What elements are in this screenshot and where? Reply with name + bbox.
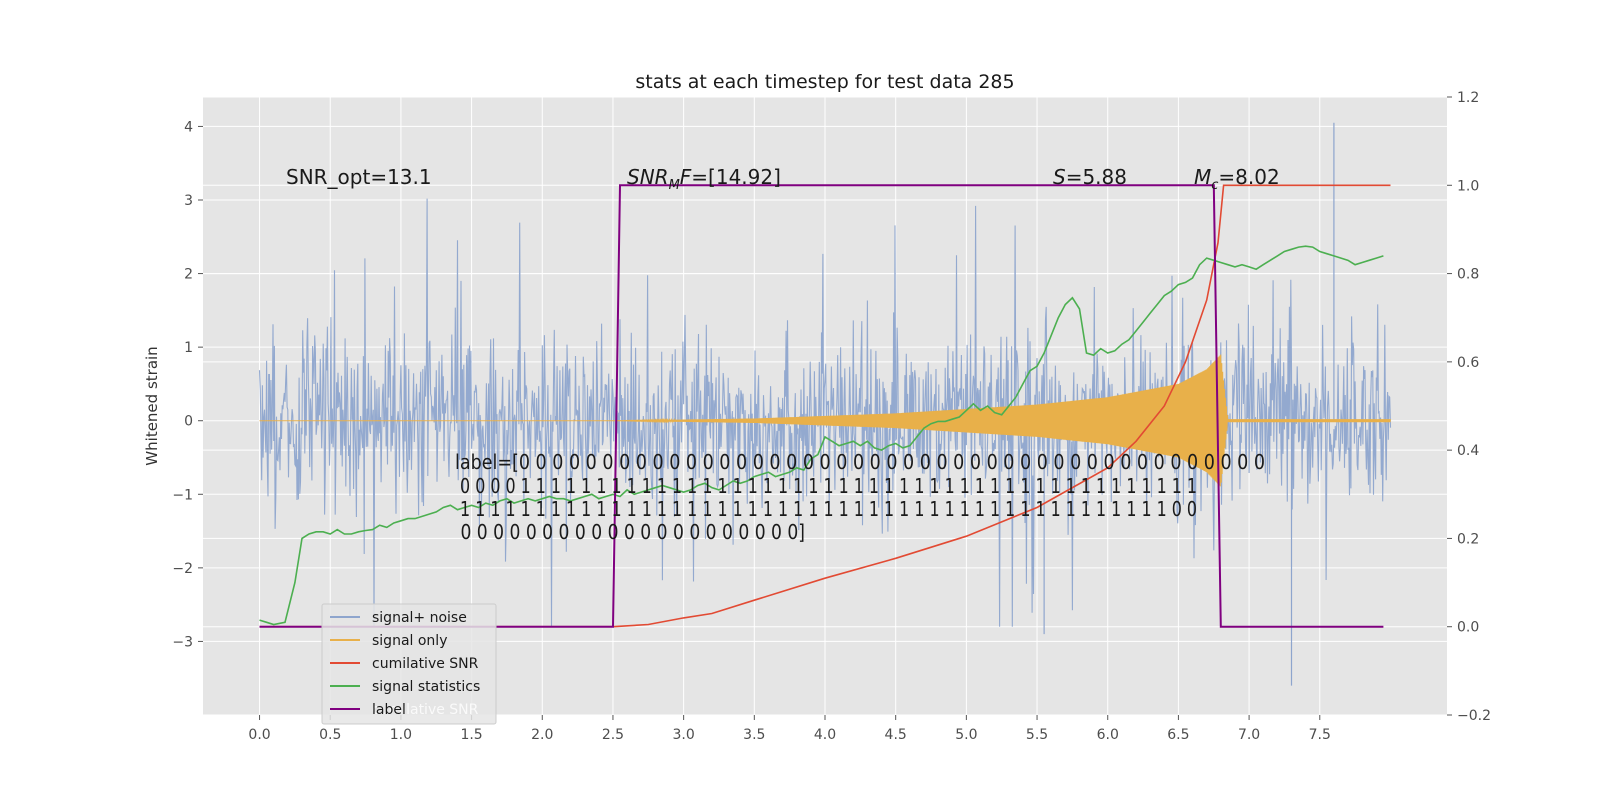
y-left-tick-label-1: −2: [172, 561, 193, 577]
y-right-tick-label-1: 0.0: [1457, 620, 1479, 636]
x-tick-label-5: 2.5: [602, 727, 624, 743]
x-tick-label-1: 0.5: [319, 727, 341, 743]
y-axis-label: Whitened strain: [143, 346, 161, 465]
x-tick-label-7: 3.5: [743, 727, 765, 743]
x-tick-label-6: 3.0: [673, 727, 695, 743]
y-left-tick-label-6: 3: [184, 193, 193, 209]
y-left-tick-label-5: 2: [184, 267, 193, 283]
cumulative-snr-line: [259, 184, 1391, 628]
y-left-tick-label-4: 1: [184, 340, 193, 356]
label-array-line-4: 0 0 0 0 0 0 0 0 0 0 0 0 0 0 0 0 0 0 0 0 …: [455, 520, 805, 544]
legend-label-label: label: [372, 702, 406, 718]
label-array-line-2: 0 0 0 0 1 1 1 1 1 1 1 1 1 1 1 1 1 1 1 1 …: [455, 474, 1197, 498]
x-axis-ticks: 0.0 0.5 1.0 1.5 2.0 2.5 3.0 3.5 4.0 4.5 5.0 5.5 6.0 6…: [248, 715, 1331, 743]
y-right-tick-label-5: 0.8: [1457, 267, 1479, 283]
y-left-tick-label-2: −1: [172, 487, 193, 503]
y-left-tick-label-0: −3: [172, 634, 193, 650]
y-left-tick-label-3: 0: [184, 414, 193, 430]
x-tick-label-14: 7.0: [1238, 727, 1260, 743]
annotation-snr-opt: SNR_opt=13.1: [286, 165, 432, 189]
signal-only-series: [259, 354, 1391, 487]
legend-label-cumulative-snr: cumilative SNR: [372, 656, 479, 672]
legend-box: [321, 603, 497, 725]
x-tick-label-3: 1.5: [460, 727, 482, 743]
y-right-tick-label-3: 0.4: [1457, 443, 1479, 459]
y-right-tick-label-7: 1.2: [1457, 90, 1479, 106]
annotation-snr-mf: SNRMF=[14.92]: [627, 165, 781, 193]
y-axis-right-ticks: −0.2 0.0 0.2 0.4 0.6 0.8 1.0 1.2: [1447, 90, 1491, 724]
legend: cumilative SNR signal+ noise signal only…: [321, 603, 497, 725]
label-array-line-1: label=[0 0 0 0 0 0 0 0 0 0 0 0 0 0 0 0 0…: [455, 450, 1265, 474]
y-right-tick-label-0: −0.2: [1457, 708, 1491, 724]
y-axis-left-ticks: −3 −2 −1 0 1 2 3 4: [172, 119, 203, 650]
y-right-tick-label-6: 1.0: [1457, 178, 1479, 194]
y-right-tick-label-4: 0.6: [1457, 355, 1479, 371]
chart-title: stats at each timestep for test data 285: [635, 71, 1014, 93]
x-tick-label-10: 5.0: [955, 727, 977, 743]
label-array-line-3: 1 1 1 1 1 1 1 1 1 1 1 1 1 1 1 1 1 1 1 1 …: [455, 497, 1197, 521]
legend-ghost-text: cumilative SNR: [372, 702, 479, 718]
x-tick-label-8: 4.0: [814, 727, 836, 743]
y-right-tick-label-2: 0.2: [1457, 531, 1479, 547]
label-line: [259, 184, 1384, 628]
x-tick-label-2: 1.0: [390, 727, 412, 743]
annotation-s: S=5.88: [1053, 165, 1127, 189]
annotation-mc: Mc=8.02: [1194, 165, 1280, 193]
legend-label-signal-statistics: signal statistics: [372, 679, 480, 695]
x-tick-label-15: 7.5: [1309, 727, 1331, 743]
x-tick-label-13: 6.5: [1167, 727, 1189, 743]
signal-statistics-line: [259, 245, 1384, 626]
y-left-tick-label-7: 4: [184, 119, 193, 135]
legend-label-signal-noise: signal+ noise: [372, 610, 467, 626]
x-tick-label-4: 2.0: [531, 727, 553, 743]
x-tick-label-0: 0.0: [248, 727, 270, 743]
x-tick-label-9: 4.5: [885, 727, 907, 743]
signal-only-trace: [259, 354, 1391, 487]
legend-label-signal-only: signal only: [372, 633, 447, 649]
x-tick-label-11: 5.5: [1026, 727, 1048, 743]
x-tick-label-12: 6.0: [1097, 727, 1119, 743]
